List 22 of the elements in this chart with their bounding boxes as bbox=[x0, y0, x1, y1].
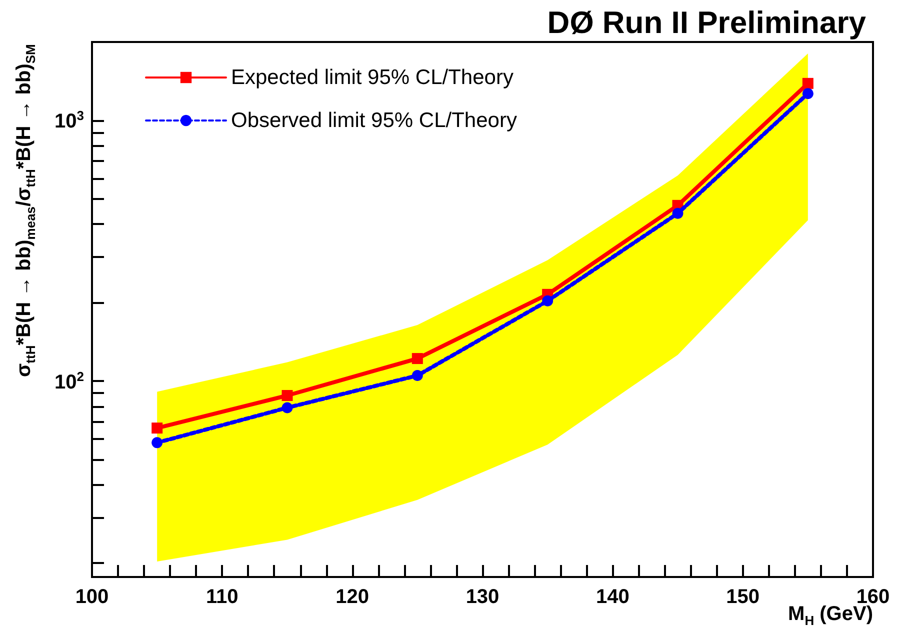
point bbox=[412, 353, 423, 364]
point bbox=[802, 88, 814, 100]
point bbox=[672, 208, 684, 219]
x-tick-label: 110 bbox=[206, 586, 238, 608]
y-tick-label: 10$^{2}$ bbox=[54, 368, 84, 394]
chart-title: DØ Run II Preliminary bbox=[547, 5, 867, 40]
x-axis-title: M$_{H}$ (GeV) bbox=[788, 603, 873, 628]
x-tick-label: 140 bbox=[596, 586, 630, 608]
point bbox=[542, 295, 554, 306]
point bbox=[152, 422, 163, 434]
point bbox=[802, 78, 814, 89]
x-tick-label: 150 bbox=[726, 586, 760, 608]
x-tick-label: 130 bbox=[466, 586, 500, 608]
legend-label: Expected limit 95% CL/Theory bbox=[231, 66, 514, 89]
point bbox=[152, 437, 163, 448]
legend-label: Observed limit 95% CL/Theory bbox=[231, 109, 518, 132]
point bbox=[282, 390, 293, 401]
y-tick-label: 10$^{3}$ bbox=[54, 108, 84, 133]
point bbox=[412, 370, 423, 382]
point bbox=[282, 402, 293, 414]
x-tick-label: 120 bbox=[336, 586, 370, 608]
x-tick-label: 100 bbox=[75, 586, 109, 608]
